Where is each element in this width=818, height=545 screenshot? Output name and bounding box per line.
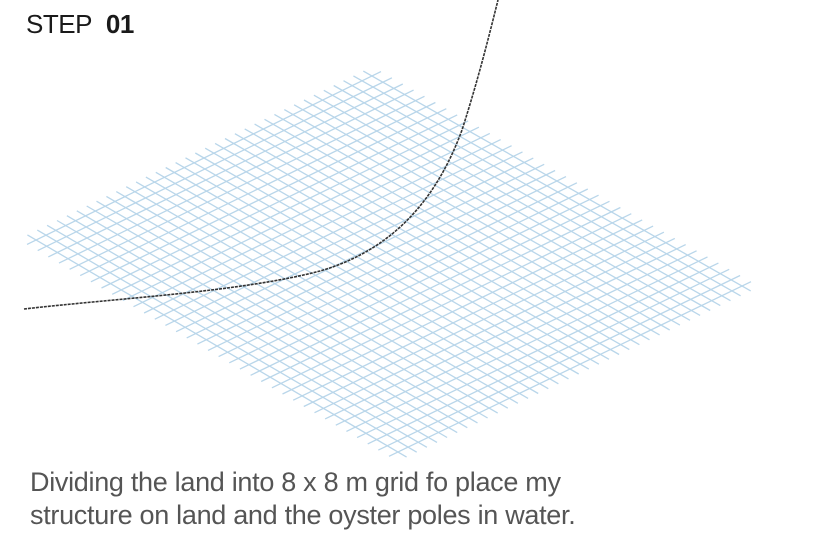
grid-line-b-15 (175, 162, 559, 385)
grid-line-b-13 (155, 171, 539, 395)
grid-line-b-16 (185, 157, 569, 380)
grid-line-b-27 (293, 104, 681, 326)
grid-line-b-0 (27, 234, 407, 458)
grid-line-b-26 (283, 109, 671, 331)
grid-line-b-25 (274, 113, 660, 336)
grid-line-b-9 (115, 191, 499, 414)
grid-line-b-14 (165, 166, 549, 390)
grid-line-b-17 (194, 152, 580, 375)
grid-line-b-18 (204, 147, 590, 370)
step-number: 01 (105, 9, 134, 39)
grid-line-b-29 (313, 94, 701, 316)
grid-line-b-32 (343, 80, 731, 302)
step-label: STEP (26, 9, 92, 39)
grid-line-b-5 (76, 210, 458, 434)
step-heading: STEP 01 (26, 9, 134, 39)
grid-line-b-22 (244, 128, 630, 351)
caption-line-1: Dividing the land into 8 x 8 m grid fo p… (30, 467, 561, 497)
shoreline-curve (23, 0, 499, 310)
grid-line-b-6 (86, 205, 468, 429)
grid-line-b-3 (56, 219, 438, 443)
grid-line-b-20 (224, 137, 610, 360)
grid-mesh (26, 70, 752, 458)
grid-line-b-23 (254, 123, 640, 346)
grid-line-b-19 (214, 142, 600, 365)
grid-line-b-33 (353, 75, 741, 297)
grid-line-b-7 (96, 200, 478, 424)
grid-line-b-30 (323, 89, 711, 312)
grid-line-b-31 (333, 84, 721, 307)
grid-line-b-1 (36, 229, 418, 453)
grid-line-b-21 (234, 133, 620, 356)
grid-line-b-34 (362, 70, 752, 292)
grid-line-b-28 (303, 99, 691, 321)
grid-line-b-11 (135, 181, 519, 404)
grid-line-b-12 (145, 176, 529, 399)
grid-line-b-8 (106, 195, 488, 419)
grid-line-b-24 (264, 118, 650, 341)
caption-line-2: structure on land and the oyster poles i… (30, 500, 576, 530)
grid-line-b-2 (46, 224, 428, 448)
caption: Dividing the land into 8 x 8 m grid fo p… (30, 466, 730, 532)
grid-line-b-10 (125, 186, 509, 409)
grid-line-b-4 (66, 215, 448, 439)
